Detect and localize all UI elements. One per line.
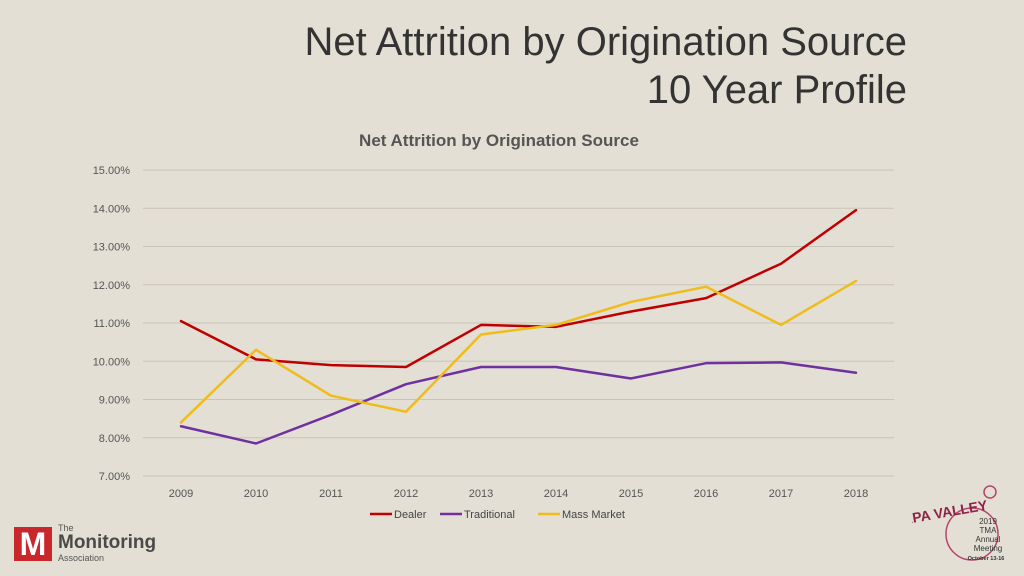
y-tick-label: 12.00% <box>93 280 131 292</box>
logo-ring <box>945 507 999 561</box>
logo-dot <box>983 485 997 499</box>
logo-napa-valley-text: NAPA VALLEY <box>912 497 989 530</box>
legend-label: Dealer <box>394 509 427 521</box>
monitoring-association-logo: M The Monitoring Association <box>14 523 174 567</box>
y-tick-label: 15.00% <box>93 165 131 177</box>
y-tick-label: 10.00% <box>93 356 131 368</box>
series-line-dealer <box>179 208 858 369</box>
napa-valley-meeting-logo: NAPA VALLEY 2019 TMA Annual Meeting Octo… <box>912 485 1005 562</box>
logo-line-monitoring: Monitoring <box>58 532 157 553</box>
series-line-traditional <box>179 361 858 445</box>
slide-title: Net Attrition by Origination Source 10 Y… <box>304 18 907 114</box>
x-tick-label: 2010 <box>244 488 268 500</box>
y-tick-label: 13.00% <box>93 242 131 254</box>
y-tick-label: 7.00% <box>99 471 130 483</box>
y-tick-label: 14.00% <box>93 203 131 215</box>
logo-annual: Annual <box>976 535 1001 544</box>
legend-label: Mass Market <box>562 509 625 521</box>
x-tick-label: 2017 <box>769 488 793 500</box>
x-tick-label: 2018 <box>844 488 868 500</box>
logo-line-the: The <box>58 523 74 533</box>
logo-m-mark: M <box>14 527 52 561</box>
x-tick-label: 2015 <box>619 488 643 500</box>
x-tick-label: 2013 <box>469 488 493 500</box>
series-line-mass-market <box>179 279 858 424</box>
logo-year: 2019 <box>979 517 997 526</box>
logo-line-association: Association <box>58 553 105 563</box>
logo-tma: TMA <box>980 526 998 535</box>
y-tick-label: 9.00% <box>99 395 130 407</box>
logo-meeting: Meeting <box>974 544 1002 553</box>
x-tick-label: 2014 <box>544 488 568 500</box>
chart-title: Net Attrition by Origination Source <box>359 131 639 150</box>
logo-dates: October 13-16 <box>968 556 1005 562</box>
x-tick-label: 2011 <box>319 488 343 500</box>
y-tick-label: 8.00% <box>99 433 130 445</box>
legend-label: Traditional <box>464 509 515 521</box>
y-tick-label: 11.00% <box>94 318 131 330</box>
slide-title-line2: 10 Year Profile <box>646 68 907 112</box>
x-tick-label: 2016 <box>694 488 718 500</box>
x-tick-label: 2012 <box>394 488 418 500</box>
slide-title-line1: Net Attrition by Origination Source <box>304 20 907 64</box>
x-tick-label: 2009 <box>169 488 193 500</box>
